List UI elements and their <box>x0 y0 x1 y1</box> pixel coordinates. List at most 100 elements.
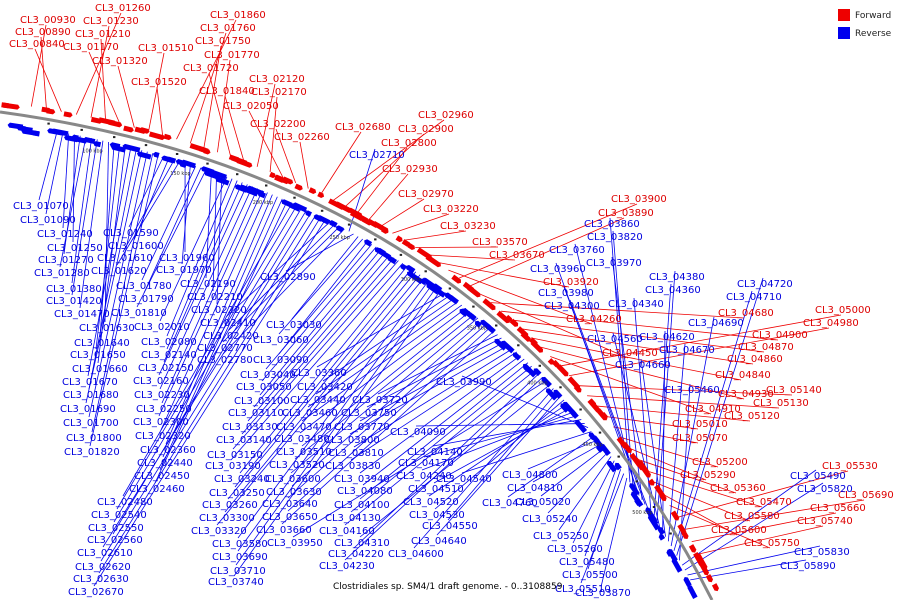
legend: Forward Reverse <box>838 9 892 39</box>
connector-line <box>307 301 458 408</box>
connector-line <box>669 505 771 549</box>
gene-label: CL3_05530 <box>822 461 878 472</box>
connector-line <box>40 36 47 110</box>
reverse-gene <box>657 526 666 536</box>
connector-line <box>595 405 751 422</box>
connector-line <box>104 141 109 323</box>
scale-tick-label: 100 kbp <box>82 149 102 155</box>
connector-line <box>521 328 754 365</box>
scale-tick-label: 200 kbp <box>253 200 273 206</box>
gene-label: CL3_02630 <box>73 574 129 585</box>
connector-line <box>122 159 175 253</box>
connector-line <box>291 236 359 320</box>
reverse-gene <box>512 352 522 361</box>
feature-marker <box>399 253 403 256</box>
gene-label: CL3_03870 <box>575 588 631 599</box>
gene-label: CL3_03040 <box>240 370 296 381</box>
connector-line <box>224 95 245 162</box>
gene-label: CL3_05510 <box>555 584 611 595</box>
gene-label: CL3_05820 <box>797 484 853 495</box>
reverse-gene <box>405 264 416 274</box>
gene-label: CL3_02800 <box>381 138 437 149</box>
gene-label: CL3_01810 <box>111 308 167 319</box>
reverse-gene <box>292 202 308 213</box>
gene-label: CL3_02780 <box>197 355 253 366</box>
feature-marker <box>598 431 602 434</box>
gene-label: CL3_05740 <box>797 516 853 527</box>
forward-gene <box>63 111 73 118</box>
connector-line <box>163 182 243 363</box>
reverse-gene <box>31 130 40 137</box>
gene-label: CL3_03940 <box>334 474 390 485</box>
gene-label: CL3_02210 <box>187 292 243 303</box>
connector-line <box>447 392 558 521</box>
gene-label: CL3_05460 <box>664 385 720 396</box>
connector-line <box>275 128 297 184</box>
connector-line <box>141 165 197 281</box>
forward-gene <box>425 254 441 268</box>
connector-line <box>344 133 425 208</box>
gene-label: CL3_05830 <box>794 547 850 558</box>
connector-line <box>45 132 64 215</box>
connector-line <box>654 481 751 522</box>
connector-line <box>437 262 570 288</box>
gene-label: CL3_04140 <box>407 447 463 458</box>
reverse-gene <box>180 159 196 169</box>
connector-line <box>59 136 87 268</box>
connector-line <box>225 221 331 318</box>
gene-label: CL3_02900 <box>398 124 454 135</box>
forward-gene <box>294 183 303 191</box>
connector-line <box>237 283 434 552</box>
connector-line <box>166 178 233 337</box>
gene-label: CL3_02410 <box>200 318 256 329</box>
connector-line <box>353 348 514 448</box>
connector-line <box>99 143 115 338</box>
gene-label: CL3_04670 <box>659 345 715 356</box>
forward-gene <box>681 531 689 540</box>
connector-line <box>216 277 425 526</box>
gene-label: CL3_05070 <box>672 433 728 444</box>
gene-label: CL3_01260 <box>95 3 151 14</box>
reverse-gene <box>522 363 537 378</box>
gene-label: CL3_03320 <box>191 526 247 537</box>
gene-label: CL3_03140 <box>216 435 272 446</box>
gene-label: CL3_02150 <box>138 363 194 374</box>
connector-line <box>532 443 602 483</box>
connector-line <box>559 314 842 367</box>
gene-label: CL3_04340 <box>608 299 664 310</box>
gene-label: CL3_02680 <box>335 122 391 133</box>
gene-label: CL3_02960 <box>418 110 474 121</box>
connector-line <box>239 265 408 474</box>
connector-line <box>222 226 340 343</box>
feature-marker <box>579 408 582 411</box>
connector-line <box>459 203 638 279</box>
reverse-gene <box>364 239 373 247</box>
connector-line <box>38 131 58 201</box>
connector-line <box>629 448 707 481</box>
gene-label: CL3_04870 <box>738 342 794 353</box>
gene-label: CL3_05480 <box>559 557 615 568</box>
reverse-gene <box>122 143 141 153</box>
gene-label: CL3_01660 <box>72 364 128 375</box>
reverse-gene <box>533 368 542 377</box>
reverse-gene <box>328 220 338 228</box>
connector-line <box>95 144 121 350</box>
reverse-gene <box>475 320 482 328</box>
connector-line <box>433 407 572 484</box>
connector-line <box>469 217 625 287</box>
gene-label: CL3_03740 <box>208 577 264 588</box>
connector-line <box>436 395 561 536</box>
gene-label: CL3_03890 <box>598 208 654 219</box>
connector-line <box>156 86 163 136</box>
gene-label: CL3_01690 <box>60 404 116 415</box>
gene-label: CL3_03640 <box>262 499 318 510</box>
connector-line <box>359 384 551 538</box>
connector-line <box>587 395 780 409</box>
connector-line <box>291 320 483 487</box>
gene-label: CL3_04510 <box>408 484 464 495</box>
forward-gene <box>3 102 20 110</box>
forward-gene <box>381 226 389 234</box>
gene-label: CL3_05470 <box>736 497 792 508</box>
feature-marker <box>559 386 562 389</box>
connector-line <box>547 451 609 514</box>
